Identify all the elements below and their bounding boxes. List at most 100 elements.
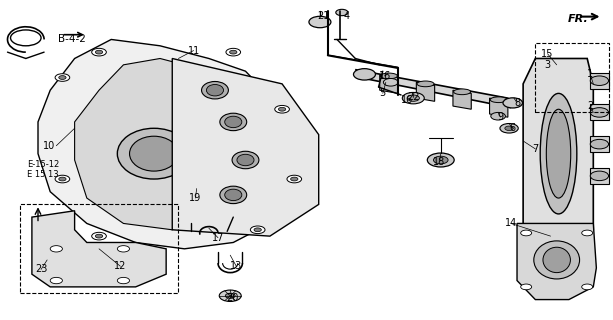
Text: E-15-12: E-15-12 [27, 160, 59, 169]
Polygon shape [590, 73, 609, 89]
Polygon shape [523, 59, 593, 255]
Circle shape [96, 50, 103, 54]
Circle shape [590, 76, 609, 85]
Text: 1: 1 [587, 69, 593, 79]
Circle shape [309, 16, 331, 28]
Ellipse shape [237, 154, 254, 166]
Circle shape [287, 175, 302, 183]
Circle shape [336, 9, 348, 16]
Circle shape [226, 48, 240, 56]
Text: 16: 16 [401, 95, 413, 105]
Circle shape [92, 48, 106, 56]
Ellipse shape [185, 103, 209, 122]
Text: 4: 4 [343, 11, 349, 21]
Circle shape [50, 277, 63, 284]
Circle shape [383, 78, 398, 86]
Circle shape [402, 92, 424, 104]
Ellipse shape [129, 136, 178, 171]
Circle shape [55, 175, 70, 183]
Text: 17: 17 [212, 233, 224, 243]
Polygon shape [172, 59, 319, 236]
Polygon shape [38, 39, 306, 249]
Circle shape [59, 76, 66, 79]
Circle shape [92, 232, 106, 240]
Circle shape [433, 156, 448, 164]
Circle shape [582, 230, 593, 236]
Polygon shape [517, 223, 596, 300]
Ellipse shape [380, 73, 397, 79]
Polygon shape [32, 211, 166, 287]
Ellipse shape [232, 151, 259, 169]
Text: 15: 15 [541, 49, 554, 59]
Circle shape [491, 112, 506, 120]
Text: B-4-2: B-4-2 [58, 35, 85, 44]
Text: 19: 19 [189, 193, 202, 203]
Circle shape [520, 230, 531, 236]
Ellipse shape [225, 189, 242, 201]
Circle shape [226, 293, 235, 298]
Ellipse shape [220, 113, 246, 131]
Circle shape [117, 277, 129, 284]
Polygon shape [379, 74, 398, 93]
Ellipse shape [117, 128, 191, 179]
Text: 21: 21 [318, 11, 330, 21]
Circle shape [520, 284, 531, 290]
Circle shape [250, 226, 265, 234]
Polygon shape [590, 105, 609, 120]
Text: 12: 12 [114, 261, 126, 271]
Ellipse shape [225, 116, 242, 128]
Circle shape [254, 228, 261, 232]
Text: 23: 23 [35, 264, 47, 275]
Text: 16: 16 [378, 71, 390, 81]
Polygon shape [453, 90, 471, 109]
Circle shape [503, 98, 522, 108]
Circle shape [291, 177, 298, 181]
Ellipse shape [417, 81, 434, 87]
Ellipse shape [540, 93, 577, 214]
Circle shape [505, 126, 513, 131]
Circle shape [500, 124, 518, 133]
Ellipse shape [534, 241, 579, 279]
Text: 18: 18 [433, 156, 446, 167]
Ellipse shape [207, 84, 224, 96]
Polygon shape [356, 69, 511, 108]
Ellipse shape [178, 98, 215, 127]
Polygon shape [590, 168, 609, 184]
Text: E 15 13: E 15 13 [27, 170, 59, 179]
Circle shape [117, 246, 129, 252]
Text: FR.: FR. [568, 14, 588, 24]
Text: 14: 14 [504, 219, 517, 228]
Text: 6: 6 [509, 123, 516, 133]
Circle shape [590, 171, 609, 180]
Circle shape [59, 177, 66, 181]
Polygon shape [490, 98, 508, 117]
Bar [20, 204, 178, 293]
Circle shape [354, 69, 375, 80]
Text: 2: 2 [587, 101, 593, 111]
Text: 3: 3 [544, 60, 550, 70]
Polygon shape [416, 82, 435, 101]
Text: 5: 5 [379, 88, 386, 98]
Bar [535, 43, 609, 112]
Ellipse shape [546, 109, 571, 198]
Polygon shape [75, 59, 245, 230]
Circle shape [590, 140, 609, 149]
Text: 10: 10 [43, 141, 55, 151]
Circle shape [50, 246, 63, 252]
Text: 20: 20 [226, 293, 238, 303]
Text: 11: 11 [188, 45, 200, 56]
Ellipse shape [543, 247, 571, 273]
Ellipse shape [202, 82, 229, 99]
Text: 7: 7 [532, 144, 538, 154]
Text: 22: 22 [407, 92, 419, 101]
Circle shape [55, 74, 70, 81]
Text: 13: 13 [230, 261, 243, 271]
Circle shape [96, 234, 103, 238]
Circle shape [230, 50, 237, 54]
Polygon shape [590, 136, 609, 152]
Ellipse shape [454, 89, 471, 95]
Ellipse shape [220, 186, 246, 204]
Circle shape [219, 290, 241, 301]
Ellipse shape [490, 97, 508, 103]
Circle shape [278, 107, 286, 111]
